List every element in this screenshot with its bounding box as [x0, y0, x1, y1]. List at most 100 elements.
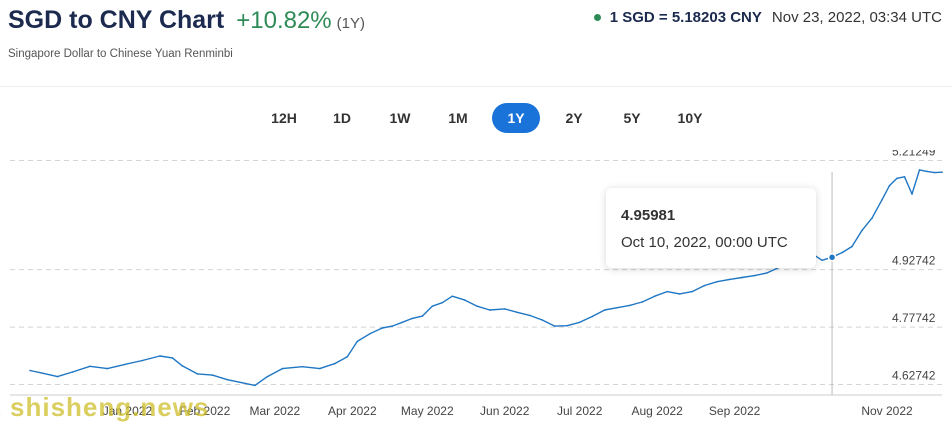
data-point: [334, 362, 336, 365]
data-point: [911, 193, 913, 195]
x-tick-label: Nov 2021: [0, 404, 1, 418]
data-point: [741, 276, 743, 279]
x-tick-label: Jun 2022: [480, 404, 530, 418]
time-range-selector: 12H 1D 1W 1M 1Y 2Y 5Y 10Y: [260, 103, 724, 133]
current-rate: 1 SGD = 5.18203 CNY: [609, 9, 762, 26]
data-point: [141, 359, 144, 362]
range-button-12h[interactable]: 12H: [271, 110, 297, 126]
y-tick-label: 4.77742: [892, 311, 936, 325]
data-point: [578, 321, 581, 324]
header-divider: [0, 86, 952, 87]
range-button-5y[interactable]: 5Y: [623, 110, 641, 126]
tooltip-date: Oct 10, 2022, 00:00 UTC: [621, 234, 788, 251]
data-point: [356, 340, 359, 343]
data-point: [753, 274, 756, 277]
x-tick-label: Apr 2022: [328, 404, 377, 418]
data-point: [603, 309, 606, 311]
data-point: [616, 306, 618, 309]
data-point: [653, 295, 656, 298]
data-point: [181, 365, 184, 367]
data-point: [56, 375, 59, 378]
data-point: [666, 290, 668, 293]
data-point: [89, 365, 91, 368]
data-point: [41, 372, 44, 374]
x-tick-label: Mar 2022: [250, 404, 301, 418]
data-point: [71, 371, 74, 373]
data-point: [171, 357, 174, 359]
data-point: [369, 332, 371, 335]
series-line: [29, 169, 943, 387]
data-point: [766, 272, 768, 274]
live-rate: 1 SGD = 5.18203 CNY Nov 23, 2022, 03:34 …: [593, 9, 942, 26]
data-point: [346, 355, 349, 358]
data-point: [503, 308, 506, 310]
data-point: [703, 284, 706, 287]
data-point: [728, 278, 731, 281]
data-point: [941, 171, 943, 174]
tooltip-value: 4.95981: [621, 207, 676, 224]
data-point: [926, 170, 928, 173]
data-point: [541, 319, 544, 321]
data-point: [281, 367, 284, 370]
data-point: [159, 355, 161, 357]
x-tick-label: Feb 2022: [180, 404, 231, 418]
rate-timestamp: Nov 23, 2022, 03:34 UTC: [771, 9, 942, 26]
rate-line-chart[interactable]: 4.62742 4.77742 4.92742 5.21249 Nov 2021 Jan …: [0, 150, 952, 429]
x-tick-label: Jan 2022: [103, 404, 153, 418]
data-point: [678, 293, 681, 295]
data-point: [29, 369, 31, 372]
change-period: (1Y): [336, 15, 365, 32]
range-button-1y[interactable]: 1Y: [492, 103, 540, 133]
watermark-logo: shisheng.news: [10, 392, 210, 422]
x-tick-label: Nov 2022: [861, 404, 913, 418]
data-point: [566, 324, 569, 327]
range-button-1m[interactable]: 1M: [448, 110, 468, 126]
data-point: [903, 175, 906, 178]
chart-tooltip: 4.95981 Oct 10, 2022, 00:00 UTC: [606, 188, 816, 268]
data-point: [516, 311, 519, 314]
data-point: [591, 315, 593, 318]
data-point: [266, 375, 269, 378]
data-point: [381, 327, 384, 329]
data-point: [918, 169, 921, 171]
data-point: [241, 381, 244, 384]
page-title: SGD to CNY Chart: [8, 6, 225, 34]
data-point: [641, 301, 643, 303]
data-point: [211, 374, 214, 376]
data-point: [196, 373, 199, 375]
data-point: [933, 171, 936, 174]
y-tick-label: 4.92742: [892, 254, 936, 268]
data-point: [851, 245, 853, 248]
data-point: [431, 305, 434, 307]
x-tick-label: Jul 2022: [557, 404, 603, 418]
data-point: [319, 367, 321, 370]
data-point: [716, 280, 718, 283]
x-tick-label: Aug 2022: [631, 404, 683, 418]
range-button-1w[interactable]: 1W: [389, 110, 411, 126]
data-point: [691, 290, 693, 293]
data-point: [881, 198, 883, 201]
data-point: [821, 259, 823, 262]
data-point: [401, 321, 404, 324]
data-point: [861, 229, 863, 232]
data-point: [463, 299, 466, 301]
data-point: [441, 301, 444, 304]
data-point: [391, 325, 394, 327]
data-point: [488, 309, 491, 311]
y-tick-label: 5.21249: [892, 150, 936, 159]
x-tick-label: Sep 2022: [709, 404, 761, 418]
x-tick-label: May 2022: [401, 404, 454, 418]
range-button-10y[interactable]: 10Y: [677, 110, 703, 126]
range-button-2y[interactable]: 2Y: [565, 110, 583, 126]
data-point: [301, 365, 304, 368]
data-point: [421, 315, 424, 317]
data-point: [411, 317, 414, 320]
data-point: [528, 314, 531, 317]
range-button-1d[interactable]: 1D: [333, 110, 351, 126]
data-point: [476, 305, 479, 307]
data-point: [896, 177, 898, 180]
data-point: [451, 295, 454, 298]
pair-subtitle: Singapore Dollar to Chinese Yuan Renminb…: [8, 48, 233, 60]
data-point: [841, 251, 843, 254]
highlight-point: [827, 253, 837, 262]
